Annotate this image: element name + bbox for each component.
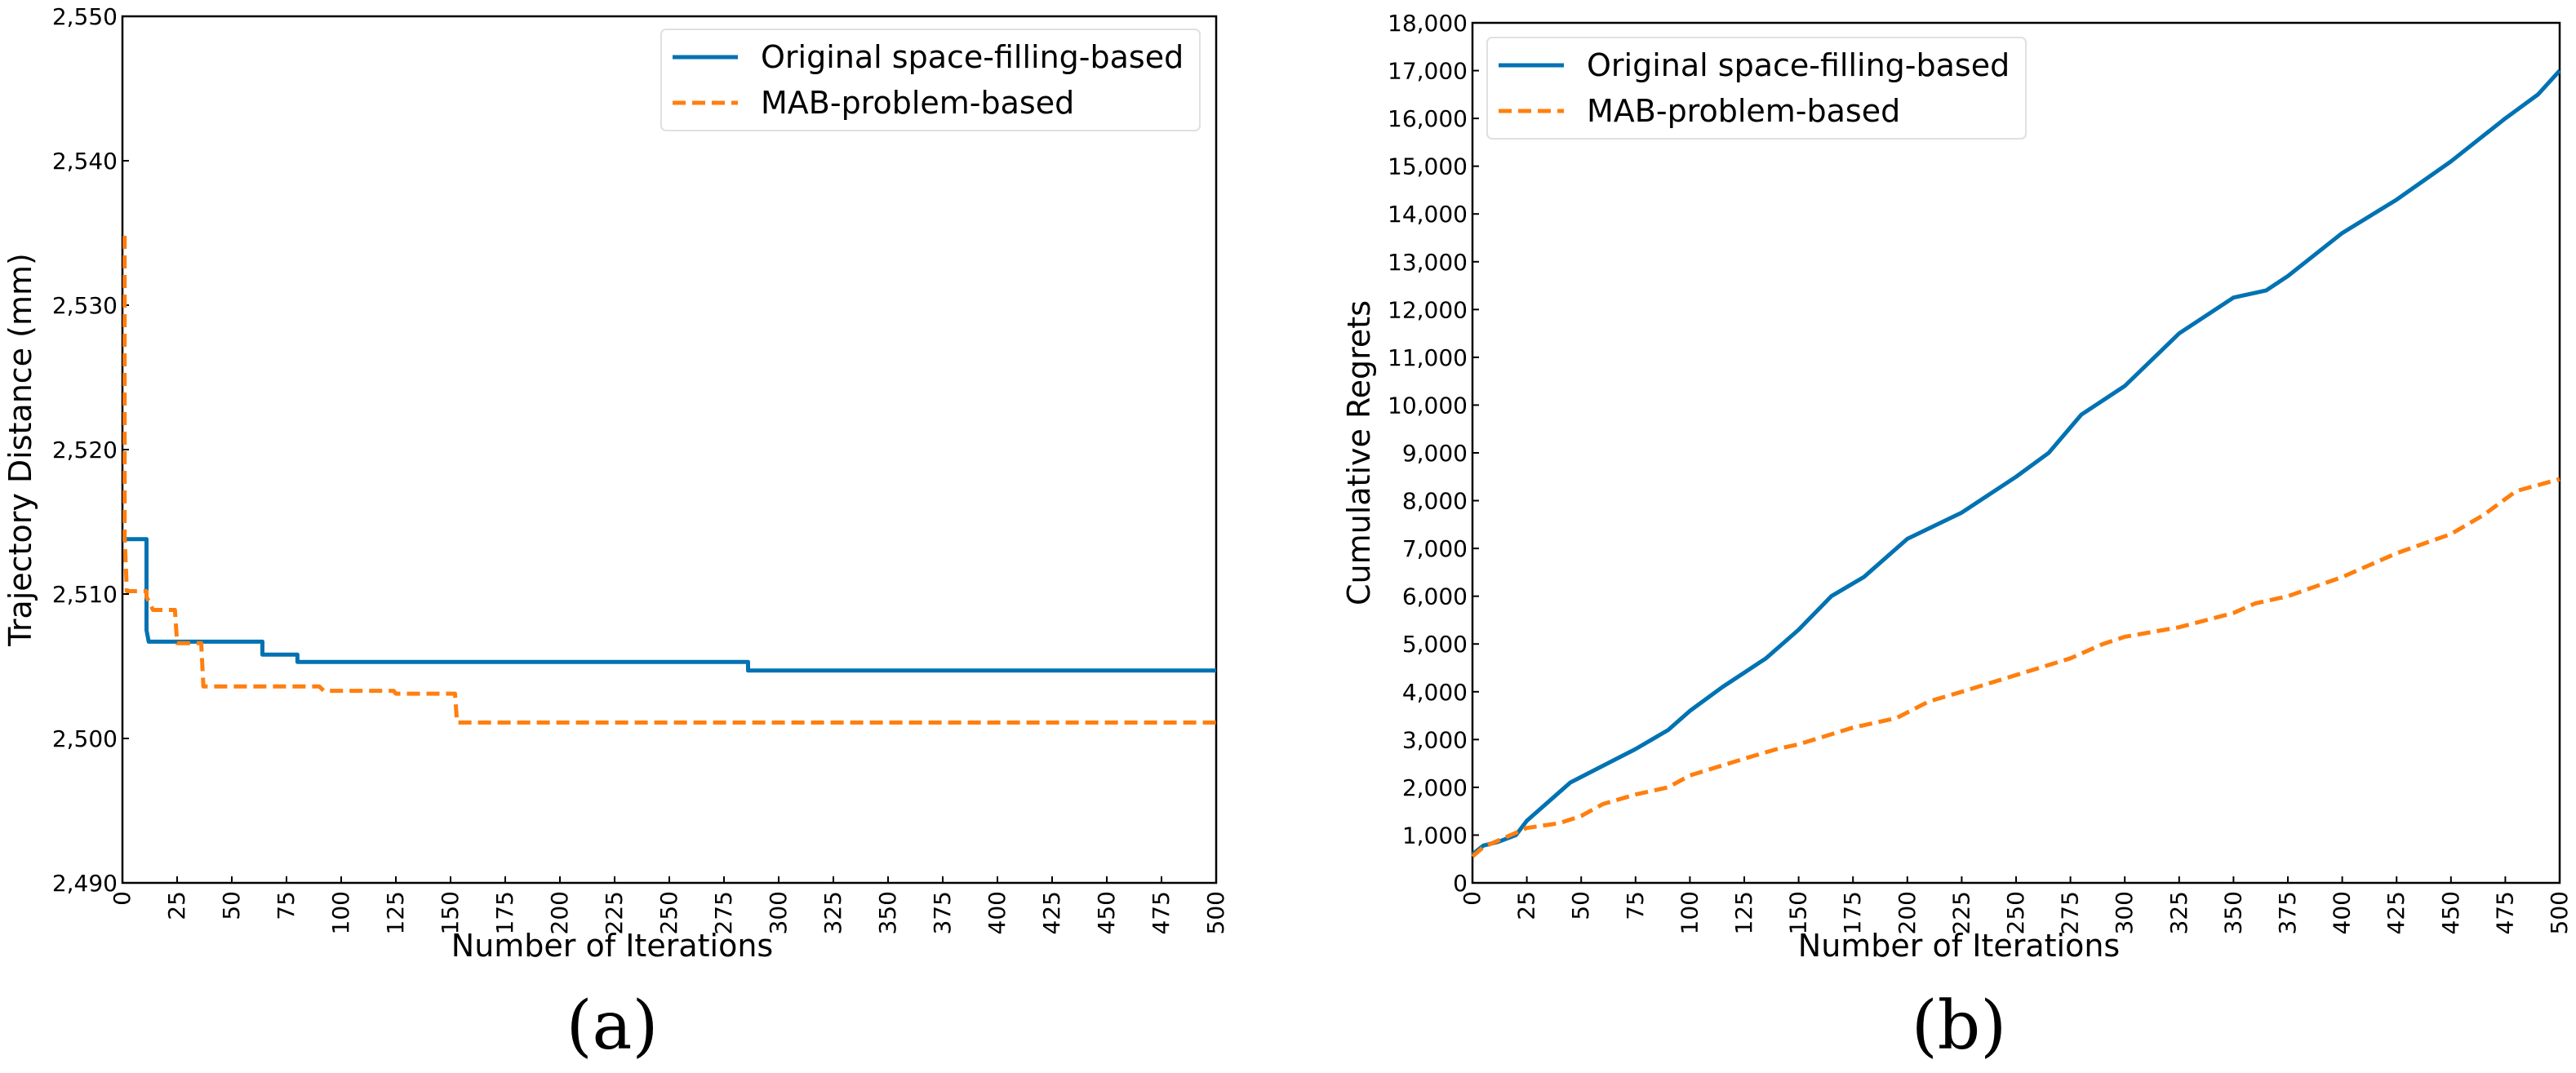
x-tick-label-a-475: 475 [1148, 891, 1175, 934]
x-tick-label-b-250: 250 [2002, 891, 2029, 934]
y-tick-label-a-2530: 2,530 [52, 292, 118, 319]
y-tick-label-b-11000: 11,000 [1388, 344, 1468, 371]
y-tick-label-a-2540: 2,540 [52, 148, 118, 175]
y-tick-label-b-12000: 12,000 [1388, 296, 1468, 323]
series-line-b-0 [1471, 69, 2561, 856]
x-tick-label-b-75: 75 [1622, 891, 1649, 920]
panel-a: 0 25 50 75 100 125 150 175 200 225 250 275 300 325 350… [2, 3, 1229, 1065]
y-tick-label-b-16000: 16,000 [1388, 105, 1468, 132]
x-tick-label-a-500: 500 [1202, 891, 1229, 934]
legend-label-a-1: MAB-problem-based [761, 85, 1074, 121]
x-tick-label-b-350: 350 [2219, 891, 2246, 934]
series-line-a-1 [122, 236, 1216, 725]
x-tick-label-b-225: 225 [1948, 891, 1974, 934]
x-tick-label-a-325: 325 [819, 891, 846, 934]
x-tick-label-a-150: 150 [437, 891, 464, 934]
y-tick-label-b-1000: 1,000 [1402, 822, 1468, 849]
x-tick-label-b-0: 0 [1459, 891, 1486, 906]
y-tick-label-a-2550: 2,550 [52, 3, 118, 30]
y-axis-label-b: Cumulative Regrets [1341, 300, 1377, 605]
series-line-a-0 [122, 537, 1216, 673]
x-tick-label-a-50: 50 [218, 891, 245, 920]
x-tick-label-b-200: 200 [1894, 891, 1921, 934]
legend-b: Original space-filling-based MAB-problem-… [1486, 37, 2027, 140]
x-tick-label-b-125: 125 [1730, 891, 1757, 934]
plot-frame-a [121, 15, 1218, 885]
x-tick-label-a-175: 175 [491, 891, 518, 934]
x-tick-label-a-250: 250 [655, 891, 682, 934]
y-tick-label-a-2510: 2,510 [52, 581, 118, 608]
x-tick-label-a-125: 125 [382, 891, 409, 934]
y-axis-label-a: Trajectory Distance (mm) [2, 253, 38, 647]
x-tick-label-b-175: 175 [1839, 891, 1866, 934]
panel-b: 0 25 50 75 100 125 150 175 200 225 250 275 300 325 350… [1341, 10, 2573, 1065]
x-tick-label-a-225: 225 [601, 891, 628, 934]
panel-label-b: (b) [1912, 987, 2006, 1065]
legend-box-b [1486, 37, 2027, 140]
legend-label-b-0: Original space-filling-based [1587, 47, 2010, 83]
y-tick-label-b-7000: 7,000 [1402, 535, 1468, 562]
y-tick-label-b-8000: 8,000 [1402, 488, 1468, 515]
y-tick-label-b-5000: 5,000 [1402, 631, 1468, 658]
x-tick-label-b-50: 50 [1567, 891, 1594, 920]
plot-frame-b [1471, 21, 2561, 885]
x-tick-label-b-25: 25 [1513, 891, 1540, 920]
x-tick-label-b-400: 400 [2329, 891, 2356, 934]
legend-label-a-0: Original space-filling-based [761, 39, 1184, 75]
x-tick-label-a-200: 200 [546, 891, 573, 934]
x-tick-label-a-400: 400 [984, 891, 1010, 934]
y-tick-label-b-0: 0 [1453, 870, 1468, 897]
x-tick-label-b-475: 475 [2491, 891, 2518, 934]
y-tick-label-a-2490: 2,490 [52, 870, 118, 897]
y-tick-label-b-10000: 10,000 [1388, 392, 1468, 419]
x-tick-label-b-275: 275 [2057, 891, 2084, 934]
x-tick-label-a-75: 75 [273, 891, 300, 920]
x-tick-label-a-0: 0 [109, 891, 135, 906]
y-tick-label-b-15000: 15,000 [1388, 153, 1468, 180]
x-tick-label-b-425: 425 [2383, 891, 2409, 934]
legend-a: Original space-filling-based MAB-problem-… [660, 29, 1201, 131]
x-axis-label-a: Number of Iterations [451, 928, 773, 964]
y-tick-label-b-14000: 14,000 [1388, 201, 1468, 228]
y-tick-label-b-9000: 9,000 [1402, 440, 1468, 467]
x-tick-label-b-325: 325 [2165, 891, 2192, 934]
y-tick-label-b-18000: 18,000 [1388, 10, 1468, 37]
legend-box-a [660, 29, 1201, 131]
x-tick-label-a-350: 350 [874, 891, 901, 934]
panel-label-a: (a) [566, 987, 659, 1065]
x-tick-label-a-425: 425 [1038, 891, 1065, 934]
y-tick-label-b-4000: 4,000 [1402, 679, 1468, 706]
series-line-b-1 [1471, 477, 2560, 858]
legend-label-b-1: MAB-problem-based [1587, 93, 1900, 129]
x-tick-label-b-150: 150 [1785, 891, 1812, 934]
x-tick-label-a-100: 100 [327, 891, 354, 934]
x-tick-label-a-25: 25 [163, 891, 190, 920]
y-tick-label-a-2500: 2,500 [52, 725, 118, 752]
y-tick-label-b-6000: 6,000 [1402, 583, 1468, 610]
x-tick-label-a-275: 275 [710, 891, 737, 934]
y-tick-label-b-2000: 2,000 [1402, 774, 1468, 801]
x-tick-label-a-300: 300 [765, 891, 792, 934]
x-tick-label-b-375: 375 [2274, 891, 2301, 934]
y-tick-label-b-13000: 13,000 [1388, 249, 1468, 276]
x-tick-label-a-450: 450 [1093, 891, 1120, 934]
x-axis-label-b: Number of Iterations [1798, 928, 2120, 964]
x-tick-label-a-375: 375 [929, 891, 956, 934]
y-tick-label-a-2520: 2,520 [52, 437, 118, 463]
x-tick-label-b-100: 100 [1676, 891, 1703, 934]
y-tick-label-b-17000: 17,000 [1388, 58, 1468, 85]
x-tick-label-b-450: 450 [2437, 891, 2464, 934]
x-tick-label-b-500: 500 [2546, 891, 2573, 934]
y-tick-label-b-3000: 3,000 [1402, 726, 1468, 753]
x-tick-label-b-300: 300 [2111, 891, 2138, 934]
